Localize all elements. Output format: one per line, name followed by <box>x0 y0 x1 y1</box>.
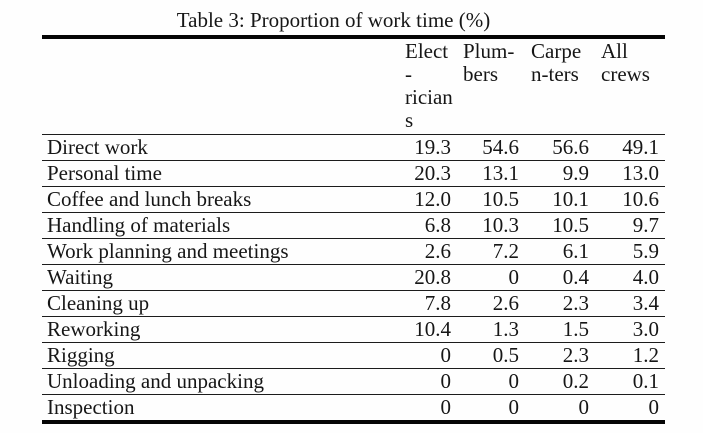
row-label: Inspection <box>42 394 399 422</box>
value-cell: 1.5 <box>525 316 595 343</box>
value-cell: 0 <box>399 394 457 422</box>
value-cell: 2.6 <box>399 238 457 265</box>
value-cell: 54.6 <box>457 134 525 161</box>
column-header-line: - <box>405 62 412 86</box>
value-cell: 2.3 <box>525 290 595 317</box>
row-label: Reworking <box>42 316 399 343</box>
column-header-line: s <box>405 108 414 132</box>
row-label: Unloading and unpacking <box>42 368 399 395</box>
row-label: Rigging <box>42 342 399 369</box>
column-header-all-crews: All crews <box>595 37 665 135</box>
value-cell: 0 <box>399 368 457 395</box>
table-row: Inspection 0 0 0 0 <box>42 394 665 422</box>
value-cell: 10.3 <box>457 212 525 239</box>
column-header-line: Elect <box>405 39 449 63</box>
value-cell: 0 <box>399 342 457 369</box>
value-cell: 19.3 <box>399 134 457 161</box>
value-cell: 7.8 <box>399 290 457 317</box>
value-cell: 0 <box>457 264 525 291</box>
value-cell: 13.0 <box>595 160 665 187</box>
value-cell: 6.1 <box>525 238 595 265</box>
table-row: Cleaning up 7.8 2.6 2.3 3.4 <box>42 290 665 317</box>
value-cell: 3.4 <box>595 290 665 317</box>
value-cell: 0 <box>457 368 525 395</box>
column-header-plumbers: Plum- bers <box>457 37 525 135</box>
value-cell: 0.2 <box>525 368 595 395</box>
value-cell: 0.1 <box>595 368 665 395</box>
value-cell: 10.1 <box>525 186 595 213</box>
value-cell: 0 <box>457 394 525 422</box>
column-header-line: rician <box>405 85 453 109</box>
column-header-carpenters: Carpe n-ters <box>525 37 595 135</box>
column-header-line: crews <box>601 62 650 86</box>
value-cell: 0.5 <box>457 342 525 369</box>
table-row: Waiting 20.8 0 0.4 4.0 <box>42 264 665 291</box>
row-label: Cleaning up <box>42 290 399 317</box>
row-header-spacer <box>42 37 399 135</box>
column-header-line: n-ters <box>531 62 579 86</box>
table-caption: Table 3: Proportion of work time (%) <box>176 8 491 32</box>
value-cell: 9.9 <box>525 160 595 187</box>
value-cell: 10.5 <box>525 212 595 239</box>
table-row: Rigging 0 0.5 2.3 1.2 <box>42 342 665 369</box>
value-cell: 13.1 <box>457 160 525 187</box>
column-header-line: All <box>601 39 628 63</box>
value-cell: 0 <box>595 394 665 422</box>
table-row: Coffee and lunch breaks 12.0 10.5 10.1 1… <box>42 186 665 213</box>
row-label: Personal time <box>42 160 399 187</box>
column-header-line: Carpe <box>531 39 582 63</box>
table-row: Direct work 19.3 54.6 56.6 49.1 <box>42 134 665 161</box>
row-label: Waiting <box>42 264 399 291</box>
value-cell: 3.0 <box>595 316 665 343</box>
value-cell: 6.8 <box>399 212 457 239</box>
value-cell: 1.3 <box>457 316 525 343</box>
table-row: Unloading and unpacking 0 0 0.2 0.1 <box>42 368 665 395</box>
value-cell: 10.6 <box>595 186 665 213</box>
table-row: Handling of materials 6.8 10.3 10.5 9.7 <box>42 212 665 239</box>
row-label: Work planning and meetings <box>42 238 399 265</box>
work-time-table: Elect - rician s Plum- bers Carpe n-ters… <box>42 35 665 424</box>
value-cell: 0 <box>525 394 595 422</box>
value-cell: 10.4 <box>399 316 457 343</box>
value-cell: 56.6 <box>525 134 595 161</box>
value-cell: 12.0 <box>399 186 457 213</box>
column-header-electricians: Elect - rician s <box>399 37 457 135</box>
value-cell: 20.3 <box>399 160 457 187</box>
value-cell: 5.9 <box>595 238 665 265</box>
value-cell: 0.4 <box>525 264 595 291</box>
table-row: Reworking 10.4 1.3 1.5 3.0 <box>42 316 665 343</box>
value-cell: 1.2 <box>595 342 665 369</box>
value-cell: 49.1 <box>595 134 665 161</box>
table-row: Work planning and meetings 2.6 7.2 6.1 5… <box>42 238 665 265</box>
column-header-line: Plum- <box>463 39 515 63</box>
header-row: Elect - rician s Plum- bers Carpe n-ters… <box>42 37 665 135</box>
row-label: Handling of materials <box>42 212 399 239</box>
value-cell: 4.0 <box>595 264 665 291</box>
value-cell: 2.6 <box>457 290 525 317</box>
table-row: Personal time 20.3 13.1 9.9 13.0 <box>42 160 665 187</box>
value-cell: 9.7 <box>595 212 665 239</box>
value-cell: 20.8 <box>399 264 457 291</box>
row-label: Coffee and lunch breaks <box>42 186 399 213</box>
row-label: Direct work <box>42 134 399 161</box>
value-cell: 2.3 <box>525 342 595 369</box>
value-cell: 7.2 <box>457 238 525 265</box>
value-cell: 10.5 <box>457 186 525 213</box>
column-header-line: bers <box>463 62 498 86</box>
